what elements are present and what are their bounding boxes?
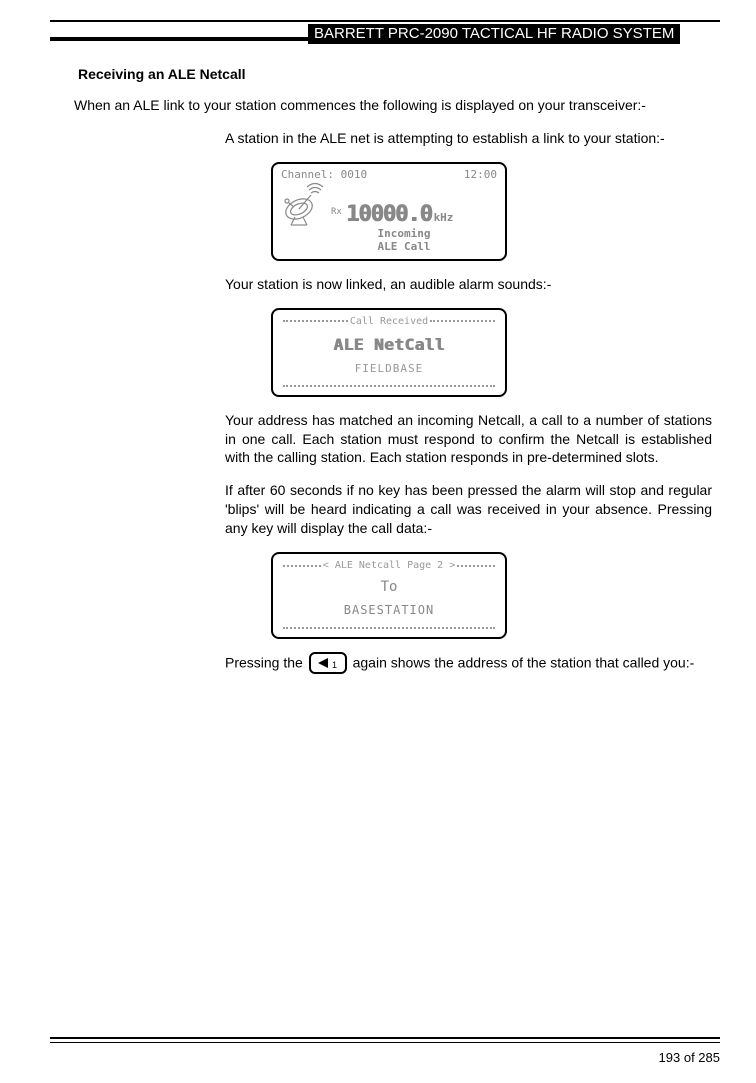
left-arrow-key-button: 1 [309,652,347,674]
lcd2-header-row: Call Received [283,316,495,327]
lcd1-line2: ALE Call [311,240,497,253]
lcd1-frequency: 10000.0 [346,202,432,227]
lcd2-main: ALE NetCall [283,335,495,354]
lcd1-line1: Incoming [311,227,497,240]
header-left-rule [50,37,308,41]
page-root: BARRETT PRC-2090 TACTICAL HF RADIO SYSTE… [0,0,756,1083]
lcd1-unit: kHz [434,211,454,224]
lcd-screen-2: Call Received ALE NetCall FIELDBASE [271,308,507,397]
lcd1-channel: Channel: 0010 [281,168,367,181]
step-5-paragraph: Pressing the 1 again shows the address o… [225,653,712,675]
lcd-screen-3: < ALE Netcall Page 2 > To BASESTATION [271,552,507,639]
page-number: 193 of 285 [659,1050,720,1065]
lcd3-main: BASESTATION [283,603,495,617]
step-5-pre: Pressing the [225,655,307,671]
header-title: BARRETT PRC-2090 TACTICAL HF RADIO SYSTE… [308,24,680,44]
lcd1-rx-label: Rx [331,207,342,217]
footer-rule-thick [50,1037,720,1039]
lcd1-time: 12:00 [464,168,497,181]
lcd3-header: < ALE Netcall Page 2 > [321,560,457,571]
header-rule [50,20,720,22]
lcd-screen-1: Channel: 0010 12:00 [271,162,507,261]
header-bar: BARRETT PRC-2090 TACTICAL HF RADIO SYSTE… [50,24,720,44]
step-5-post: again shows the address of the station t… [353,655,695,671]
step-2-text: Your station is now linked, an audible a… [225,275,712,294]
lcd3-to: To [283,579,495,595]
key-subscript: 1 [332,660,337,670]
lcd3-bottom-rule [283,627,495,629]
intro-paragraph: When an ALE link to your station commenc… [74,96,712,115]
step-1-text: A station in the ALE net is attempting t… [225,129,712,148]
dish-antenna-icon [281,183,327,227]
lcd2-header: Call Received [348,316,430,327]
section-heading: Receiving an ALE Netcall [78,66,720,82]
lcd2-bottom-rule [283,385,495,387]
step-4-text: If after 60 seconds if no key has been p… [225,481,712,538]
lcd2-sub: FIELDBASE [283,362,495,375]
lcd3-header-row: < ALE Netcall Page 2 > [283,560,495,571]
footer-rule-thin [50,1042,720,1043]
step-3-text: Your address has matched an incoming Net… [225,411,712,468]
content-column: A station in the ALE net is attempting t… [225,129,712,675]
